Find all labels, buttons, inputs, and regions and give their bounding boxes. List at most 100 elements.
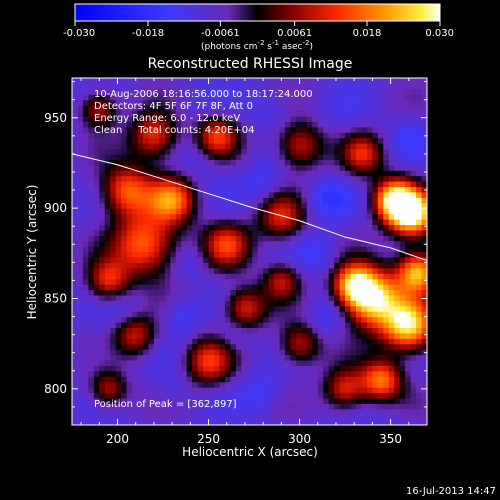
heatmap-cell (290, 267, 297, 274)
heatmap-cell (394, 338, 401, 345)
heatmap-cell (72, 403, 79, 410)
heatmap-cell (153, 159, 160, 166)
heatmap-cell (246, 153, 253, 160)
heatmap-cell (214, 181, 221, 188)
heatmap-cell (126, 137, 133, 144)
heatmap-cell (334, 208, 341, 215)
heatmap-cell (388, 284, 395, 291)
heatmap-cell (224, 419, 231, 425)
heatmap-cell (186, 235, 193, 242)
heatmap-cell (241, 305, 248, 312)
heatmap-cell (219, 343, 226, 350)
heatmap-cell (208, 159, 215, 166)
heatmap-cell (372, 99, 379, 106)
heatmap-cell (121, 289, 128, 296)
heatmap-cell (104, 99, 111, 106)
heatmap-cell (230, 218, 237, 225)
heatmap-cell (312, 99, 319, 106)
heatmap-cell (241, 414, 248, 421)
heatmap-cell (241, 213, 248, 220)
heatmap-cell (137, 321, 144, 329)
heatmap-cell (148, 126, 155, 133)
heatmap-cell (339, 143, 346, 150)
heatmap-cell (186, 403, 193, 410)
heatmap-cell (110, 159, 117, 166)
heatmap-cell (186, 267, 193, 274)
heatmap-cell (350, 284, 357, 291)
heatmap-cell (175, 397, 182, 404)
heatmap-cell (323, 175, 330, 182)
heatmap-cell (214, 289, 221, 296)
heatmap-cell (192, 294, 199, 301)
heatmap-cell (115, 88, 122, 95)
heatmap-cell (306, 332, 313, 339)
heatmap-cell (290, 284, 297, 291)
heatmap-cell (224, 115, 231, 122)
heatmap-cell (323, 397, 330, 404)
heatmap-cell (132, 381, 139, 388)
heatmap-cell (377, 256, 384, 263)
heatmap-cell (405, 148, 412, 155)
heatmap-cell (366, 397, 373, 404)
heatmap-cell (339, 181, 346, 188)
heatmap-cell (279, 311, 286, 318)
heatmap-cell (295, 110, 302, 117)
heatmap-cell (241, 224, 248, 231)
heatmap-cell (421, 305, 427, 312)
heatmap-cell (377, 181, 384, 188)
heatmap-cell (197, 213, 204, 220)
heatmap-cell (143, 343, 150, 350)
heatmap-cell (323, 392, 330, 399)
heatmap-cell (268, 343, 275, 350)
heatmap-cell (104, 148, 111, 155)
heatmap-cell (121, 321, 128, 329)
heatmap-cell (175, 338, 182, 345)
heatmap-cell (148, 235, 155, 242)
heatmap-cell (170, 387, 177, 394)
heatmap-cell (372, 186, 379, 193)
heatmap-cell (170, 202, 177, 209)
heatmap-cell (356, 105, 363, 112)
heatmap-cell (312, 132, 319, 139)
heatmap-cell (170, 78, 177, 85)
heatmap-cell (175, 105, 182, 112)
heatmap-cell (421, 294, 427, 301)
heatmap-cell (361, 159, 368, 166)
heatmap-cell (295, 387, 302, 394)
heatmap-cell (192, 235, 199, 242)
heatmap-cell (405, 132, 412, 139)
heatmap-cell (219, 289, 226, 296)
heatmap-cell (208, 332, 215, 339)
heatmap-cell (410, 159, 417, 166)
heatmap-cell (153, 153, 160, 160)
heatmap-cell (99, 126, 106, 133)
heatmap-cell (421, 240, 427, 247)
heatmap-cell (208, 235, 215, 242)
heatmap-cell (279, 186, 286, 193)
heatmap-cell (317, 321, 324, 329)
heatmap-cell (192, 105, 199, 112)
heatmap-cell (137, 164, 144, 171)
heatmap-cell (345, 175, 352, 182)
heatmap-cell (110, 397, 117, 404)
heatmap-cell (235, 300, 242, 307)
heatmap-cell (372, 240, 379, 247)
heatmap-cell (186, 321, 193, 329)
heatmap-cell (356, 354, 363, 361)
heatmap-cell (72, 354, 79, 361)
heatmap-cell (317, 289, 324, 296)
heatmap-cell (235, 267, 242, 274)
heatmap-cell (356, 153, 363, 160)
heatmap-cell (361, 126, 368, 133)
heatmap-cell (405, 316, 412, 323)
heatmap-cell (301, 186, 308, 193)
heatmap-cell (372, 419, 379, 425)
heatmap-cell (186, 332, 193, 339)
heatmap-cell (186, 278, 193, 285)
heatmap-cell (416, 78, 423, 85)
heatmap-cell (203, 132, 210, 139)
heatmap-cell (137, 105, 144, 112)
heatmap-cell (82, 284, 89, 291)
heatmap-cell (186, 229, 193, 236)
heatmap-cell (328, 246, 335, 253)
